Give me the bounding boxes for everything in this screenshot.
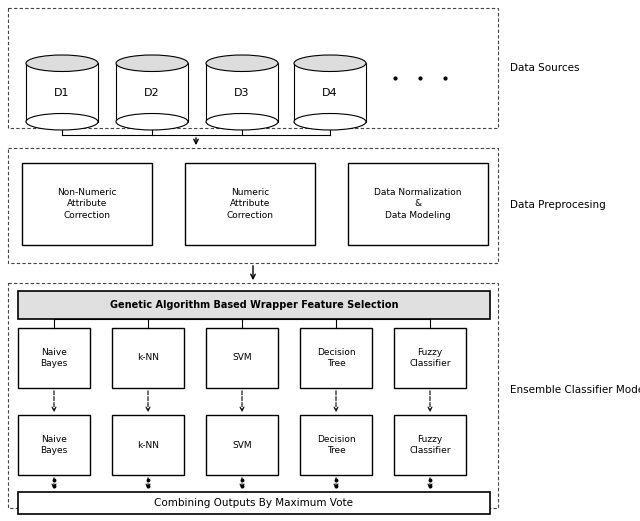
Text: k-NN: k-NN <box>137 440 159 450</box>
Bar <box>22 163 152 245</box>
Text: Data Sources: Data Sources <box>510 63 579 73</box>
Ellipse shape <box>294 55 366 71</box>
Bar <box>206 328 278 388</box>
Text: Data Normalization
&
Data Modeling: Data Normalization & Data Modeling <box>374 188 461 220</box>
Ellipse shape <box>294 114 366 130</box>
Bar <box>206 415 278 475</box>
Bar <box>116 63 188 122</box>
Bar <box>8 283 498 508</box>
Text: Data Preprocesing: Data Preprocesing <box>510 200 605 210</box>
Text: D2: D2 <box>144 88 160 97</box>
Bar <box>26 63 98 122</box>
Text: D3: D3 <box>234 88 250 97</box>
Text: Genetic Algorithm Based Wrapper Feature Selection: Genetic Algorithm Based Wrapper Feature … <box>109 300 398 310</box>
Bar <box>206 63 278 122</box>
Text: D4: D4 <box>322 88 338 97</box>
Text: Decision
Tree: Decision Tree <box>317 435 355 455</box>
Text: Decision
Tree: Decision Tree <box>317 348 355 368</box>
Bar <box>8 8 498 128</box>
Ellipse shape <box>116 55 188 71</box>
Bar <box>394 328 466 388</box>
Text: Numeric
Attribute
Correction: Numeric Attribute Correction <box>227 188 273 220</box>
Bar <box>348 163 488 245</box>
Text: Fuzzy
Classifier: Fuzzy Classifier <box>409 435 451 455</box>
Bar <box>18 415 90 475</box>
Bar <box>112 328 184 388</box>
Ellipse shape <box>26 55 98 71</box>
Ellipse shape <box>206 55 278 71</box>
Bar <box>18 291 490 319</box>
Text: SVM: SVM <box>232 354 252 363</box>
Bar <box>185 163 315 245</box>
Bar <box>18 328 90 388</box>
Ellipse shape <box>116 114 188 130</box>
Bar <box>300 415 372 475</box>
Text: Ensemble Classifier Model: Ensemble Classifier Model <box>510 385 640 395</box>
Text: Fuzzy
Classifier: Fuzzy Classifier <box>409 348 451 368</box>
Text: D1: D1 <box>54 88 70 97</box>
Bar <box>394 415 466 475</box>
Text: Naive
Bayes: Naive Bayes <box>40 348 68 368</box>
Bar <box>294 63 366 122</box>
Text: Naive
Bayes: Naive Bayes <box>40 435 68 455</box>
Text: SVM: SVM <box>232 440 252 450</box>
Bar <box>18 492 490 514</box>
Bar <box>8 148 498 263</box>
Bar <box>300 328 372 388</box>
Text: k-NN: k-NN <box>137 354 159 363</box>
Text: Combining Outputs By Maximum Vote: Combining Outputs By Maximum Vote <box>154 498 353 508</box>
Ellipse shape <box>206 114 278 130</box>
Text: Non-Numeric
Attribute
Correction: Non-Numeric Attribute Correction <box>57 188 116 220</box>
Ellipse shape <box>26 114 98 130</box>
Bar <box>112 415 184 475</box>
